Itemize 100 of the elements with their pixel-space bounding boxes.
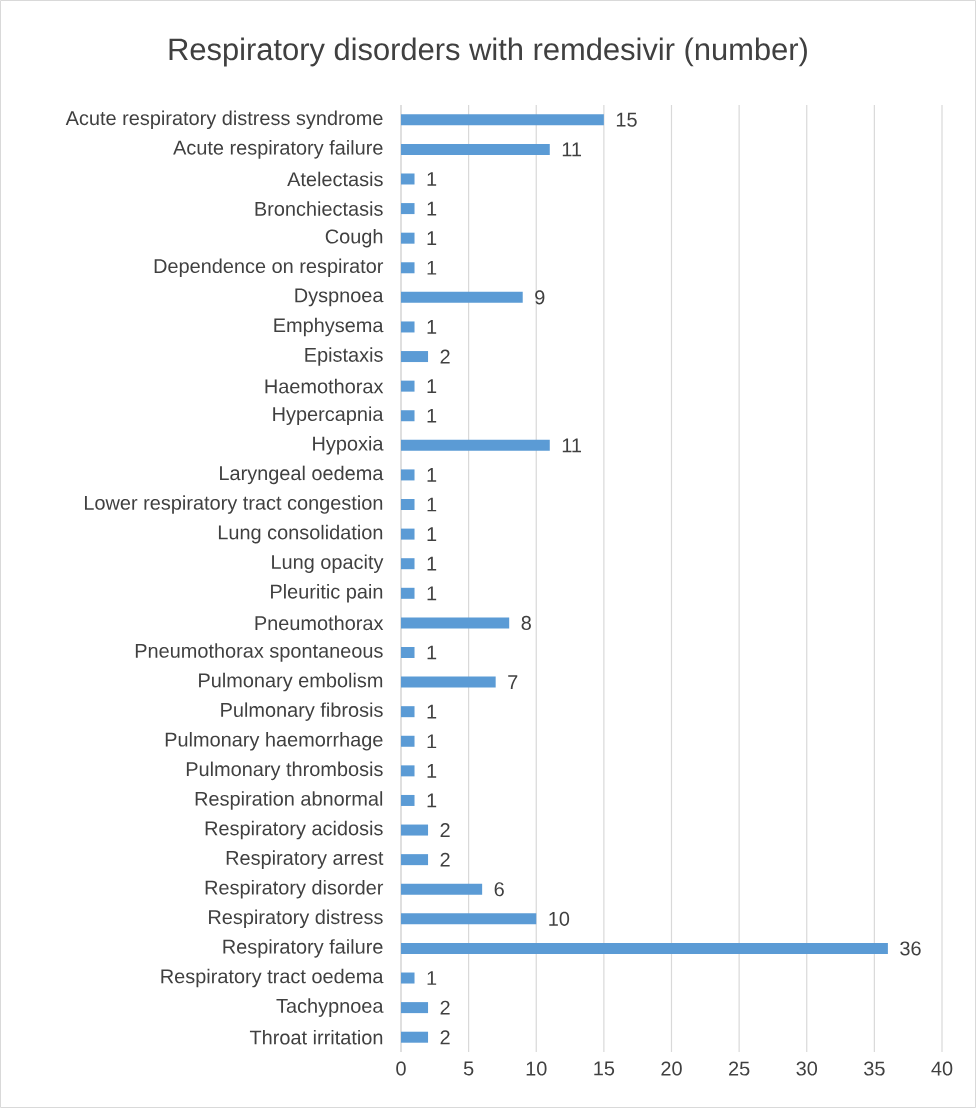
bar: [401, 735, 415, 747]
bar: [401, 1031, 429, 1043]
y-tick-label: Dependence on respirator: [154, 258, 384, 278]
y-tick-label: Throat irritation: [249, 1029, 383, 1045]
y-tick-label: Lung consolidation: [218, 524, 383, 544]
data-label: 1: [427, 971, 437, 985]
data-label: 1: [427, 172, 437, 186]
data-label: 2: [440, 1030, 450, 1045]
bar: [401, 794, 415, 806]
y-tick-label: Hypercapnia: [273, 406, 384, 426]
bar: [401, 617, 510, 629]
data-label: 10: [549, 911, 570, 926]
y-tick-label: Haemothorax: [265, 378, 384, 394]
data-label: 1: [427, 793, 437, 808]
data-label: 2: [440, 1000, 450, 1015]
y-tick-label: Laryngeal oedema: [220, 465, 384, 485]
data-label: 11: [562, 438, 582, 453]
data-label: 1: [427, 734, 437, 749]
data-label: 1: [427, 379, 437, 393]
y-tick-label: Pulmonary thrombosis: [186, 761, 383, 781]
data-label: 36: [900, 941, 921, 956]
data-label: 1: [427, 201, 437, 216]
x-tick-label: 25: [729, 1061, 750, 1076]
data-label: 15: [616, 112, 637, 127]
bar: [401, 232, 415, 244]
x-tick-label: 15: [594, 1061, 615, 1076]
bar: [401, 883, 483, 895]
y-tick-label: Hypoxia: [313, 436, 384, 455]
y-tick-label: Pleuritic pain: [271, 584, 383, 603]
data-label: 1: [427, 764, 437, 778]
bar: [401, 499, 415, 511]
y-tick-label: Epistaxis: [305, 347, 383, 366]
y-tick-label: Respiratory disorder: [205, 879, 384, 899]
bar: [401, 469, 415, 481]
bar: [401, 203, 415, 215]
bar: [401, 913, 537, 925]
data-label: 1: [427, 704, 437, 719]
data-label: 2: [440, 823, 450, 838]
bar: [401, 676, 496, 688]
data-label: 1: [427, 408, 437, 423]
bar: [401, 1002, 429, 1014]
data-label: 6: [494, 882, 504, 897]
bar: [401, 291, 523, 303]
bar: [401, 646, 415, 658]
x-tick-label: 30: [796, 1061, 818, 1076]
y-tick-label: Respiratory distress: [209, 909, 383, 929]
y-tick-label: Bronchiectasis: [255, 201, 383, 216]
y-tick-label: Respiratory arrest: [226, 850, 384, 869]
bar: [401, 587, 415, 599]
y-tick-label: Dyspnoea: [295, 288, 384, 307]
bar: [401, 114, 604, 126]
y-tick-label: Pulmonary haemorrhage: [165, 731, 383, 751]
y-tick-label: Acute respiratory distress syndrome: [65, 110, 383, 130]
bar: [401, 262, 415, 274]
bar: [401, 173, 415, 185]
y-tick-label: Respiratory acidosis: [205, 820, 383, 840]
bar: [401, 143, 550, 155]
data-label: 1: [427, 527, 437, 541]
y-tick-label: Respiration abnormal: [195, 791, 383, 810]
data-label: 1: [427, 497, 437, 512]
x-tick-label: 10: [526, 1061, 547, 1076]
bar: [401, 854, 429, 866]
bar: [401, 410, 415, 422]
x-tick-label: 40: [931, 1061, 953, 1076]
data-label: 1: [427, 645, 437, 660]
y-tick-label: Emphysema: [274, 317, 384, 337]
x-tick-label: 20: [661, 1061, 682, 1076]
y-tick-label: Pneumothorax spontaneous: [135, 643, 383, 662]
data-label: 7: [508, 675, 518, 689]
bar: [401, 706, 415, 718]
y-tick-label: Atelectasis: [287, 171, 383, 187]
y-tick-label: Pulmonary fibrosis: [221, 702, 383, 721]
data-label: 9: [535, 290, 545, 305]
bar: [401, 765, 415, 777]
chart-title: Respiratory disorders with remdesivir (number): [169, 37, 807, 67]
data-label: 1: [427, 468, 437, 482]
bar: [401, 439, 550, 451]
bar: [401, 942, 888, 954]
bar: [401, 558, 415, 570]
data-label: 1: [427, 320, 437, 334]
y-tick-label: Acute respiratory failure: [173, 140, 383, 159]
bar: [401, 824, 429, 836]
bar: [401, 972, 415, 984]
data-label: 1: [427, 556, 437, 571]
y-tick-label: Pulmonary embolism: [199, 672, 383, 692]
x-tick-label: 5: [463, 1061, 474, 1076]
data-label: 2: [440, 349, 450, 364]
x-tick-label: 35: [864, 1061, 885, 1076]
y-tick-label: Pneumothorax: [255, 615, 384, 631]
data-label: 11: [562, 142, 582, 157]
bar: [401, 380, 415, 392]
bar: [401, 528, 415, 540]
y-tick-label: Respiratory failure: [223, 939, 383, 958]
y-tick-label: Lower respiratory tract congestion: [84, 495, 383, 514]
y-tick-label: Respiratory tract oedema: [161, 968, 384, 988]
y-tick-label: Lung opacity: [272, 554, 384, 573]
y-tick-label: Tachypnoea: [276, 998, 384, 1017]
data-label: 1: [427, 260, 437, 275]
bar: [401, 321, 415, 333]
y-tick-label: Cough: [325, 228, 383, 248]
